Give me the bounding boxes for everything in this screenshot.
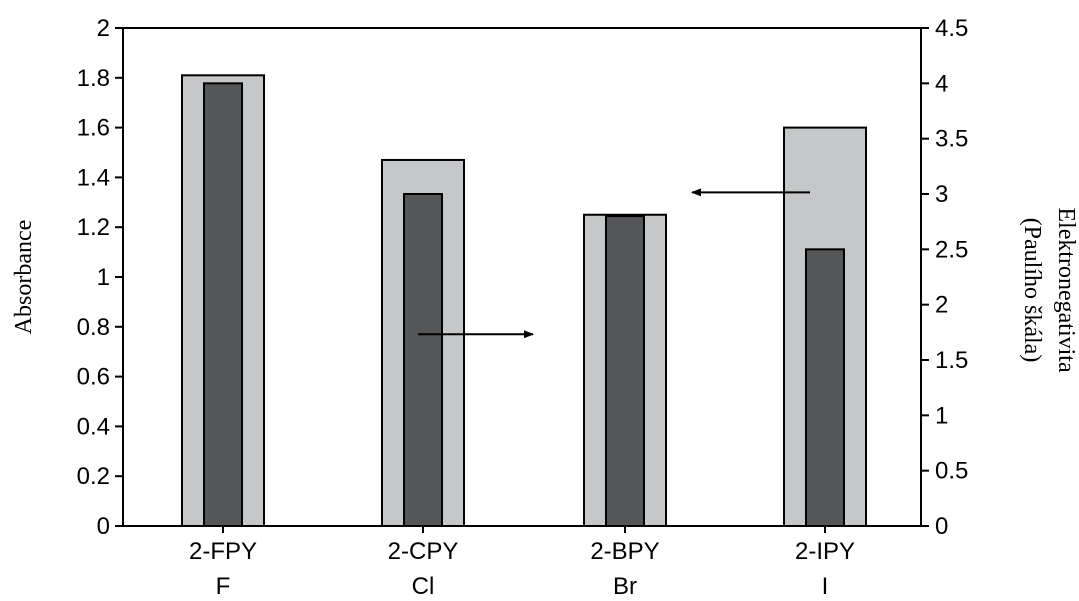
right-tick-label: 3 bbox=[935, 181, 948, 208]
left-tick-label: 0.4 bbox=[77, 413, 110, 440]
x-tick-label-compound: 2-CPY bbox=[388, 538, 459, 565]
x-tick-label-element: I bbox=[822, 573, 829, 600]
x-tick-label-element: F bbox=[216, 573, 231, 600]
right-tick-label: 0.5 bbox=[935, 458, 968, 485]
x-tick-label-element: Cl bbox=[412, 573, 435, 600]
electronegativity-bar bbox=[403, 193, 443, 527]
electronegativity-bars bbox=[203, 82, 845, 527]
absorbance-bars bbox=[181, 74, 867, 527]
right-tick-label: 1.5 bbox=[935, 347, 968, 374]
x-tick-label-compound: 2-BPY bbox=[590, 538, 659, 565]
left-tick-label: 0.8 bbox=[77, 314, 110, 341]
right-axis-ticks: 0 0.5 1 1.5 2 2.5 3 3.5 4 4.5 bbox=[921, 15, 968, 540]
right-axis-title-line1: Elektronegativita bbox=[1053, 207, 1079, 373]
axis-arrows bbox=[418, 188, 810, 339]
x-tick-label-element: Br bbox=[613, 573, 637, 600]
right-tick-label: 4 bbox=[935, 70, 948, 97]
right-axis-title-line2: (Paulího škála) bbox=[1019, 218, 1045, 363]
right-tick-label: 3.5 bbox=[935, 126, 968, 153]
electronegativity-bar bbox=[605, 215, 645, 527]
x-axis-ticks: 2-FPY F 2-CPY Cl 2-BPY Br 2-IPY I bbox=[189, 526, 855, 600]
left-tick-label: 0.2 bbox=[77, 463, 110, 490]
right-tick-label: 4.5 bbox=[935, 15, 968, 42]
left-tick-label: 1 bbox=[97, 264, 110, 291]
electronegativity-bar bbox=[805, 248, 845, 527]
electronegativity-bar bbox=[203, 82, 243, 527]
x-tick-label-compound: 2-IPY bbox=[795, 538, 855, 565]
left-tick-label: 1.2 bbox=[77, 214, 110, 241]
left-tick-label: 1.8 bbox=[77, 65, 110, 92]
right-tick-label: 2 bbox=[935, 292, 948, 319]
left-axis-ticks: 0 0.2 0.4 0.6 0.8 1 1.2 1.4 1.6 1.8 2 bbox=[77, 15, 123, 540]
right-tick-label: 0 bbox=[935, 513, 948, 540]
right-tick-label: 2.5 bbox=[935, 236, 968, 263]
x-tick-label-compound: 2-FPY bbox=[189, 538, 257, 565]
left-axis-title: Absorbance bbox=[11, 220, 37, 335]
left-tick-label: 0.6 bbox=[77, 364, 110, 391]
right-tick-label: 1 bbox=[935, 402, 948, 429]
left-tick-label: 1.6 bbox=[77, 115, 110, 142]
left-tick-label: 2 bbox=[97, 15, 110, 42]
left-tick-label: 0 bbox=[97, 513, 110, 540]
left-tick-label: 1.4 bbox=[77, 164, 110, 191]
